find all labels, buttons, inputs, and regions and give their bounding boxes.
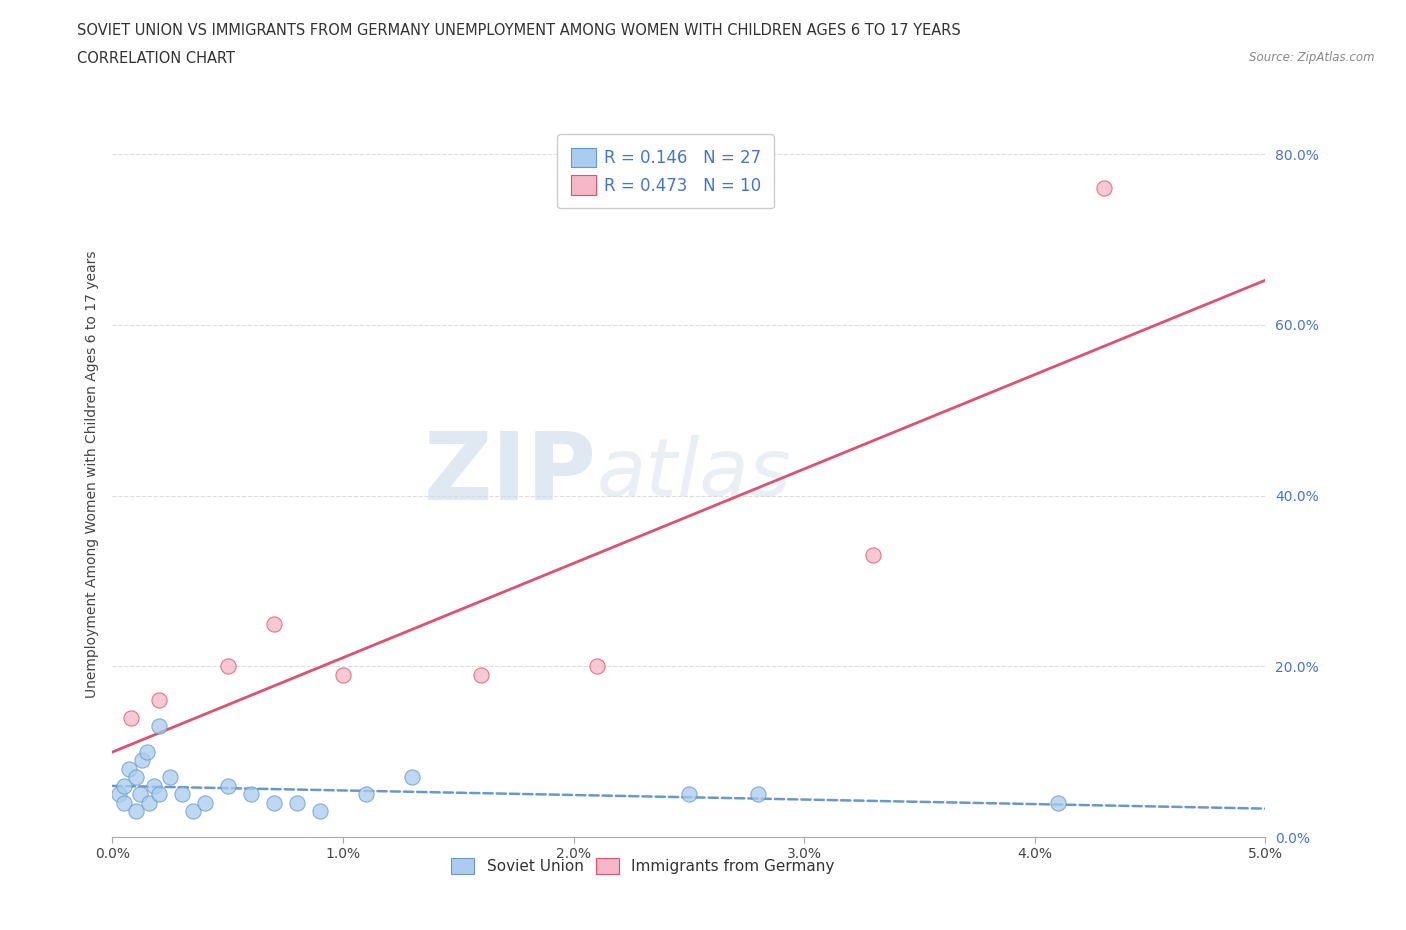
Point xyxy=(862,548,884,563)
Point xyxy=(124,770,146,785)
Point xyxy=(678,787,700,802)
Point xyxy=(131,752,153,767)
Point xyxy=(747,787,769,802)
Y-axis label: Unemployment Among Women with Children Ages 6 to 17 years: Unemployment Among Women with Children A… xyxy=(84,250,98,698)
Text: CORRELATION CHART: CORRELATION CHART xyxy=(77,51,235,66)
Text: ZIP: ZIP xyxy=(423,429,596,520)
Point xyxy=(332,668,354,683)
Point xyxy=(129,787,152,802)
Point xyxy=(117,762,139,777)
Point xyxy=(120,711,142,725)
Point xyxy=(470,668,492,683)
Point xyxy=(585,658,607,673)
Point xyxy=(217,658,239,673)
Text: atlas: atlas xyxy=(596,435,792,513)
Point xyxy=(108,787,131,802)
Point xyxy=(263,617,285,631)
Point xyxy=(309,804,332,818)
Point xyxy=(181,804,204,818)
Text: Source: ZipAtlas.com: Source: ZipAtlas.com xyxy=(1250,51,1375,64)
Point xyxy=(170,787,193,802)
Point xyxy=(1046,795,1069,810)
Point xyxy=(148,693,170,708)
Point xyxy=(1092,181,1115,196)
Text: SOVIET UNION VS IMMIGRANTS FROM GERMANY UNEMPLOYMENT AMONG WOMEN WITH CHILDREN A: SOVIET UNION VS IMMIGRANTS FROM GERMANY … xyxy=(77,23,962,38)
Point xyxy=(124,804,146,818)
Point xyxy=(285,795,308,810)
Point xyxy=(136,744,159,759)
Point xyxy=(148,787,170,802)
Point xyxy=(112,795,135,810)
Point xyxy=(217,778,239,793)
Point xyxy=(159,770,181,785)
Point xyxy=(138,795,160,810)
Point xyxy=(112,778,135,793)
Point xyxy=(143,778,166,793)
Point xyxy=(263,795,285,810)
Legend: Soviet Union, Immigrants from Germany: Soviet Union, Immigrants from Germany xyxy=(446,852,841,880)
Point xyxy=(401,770,423,785)
Point xyxy=(354,787,377,802)
Point xyxy=(194,795,217,810)
Point xyxy=(239,787,262,802)
Point xyxy=(148,719,170,734)
